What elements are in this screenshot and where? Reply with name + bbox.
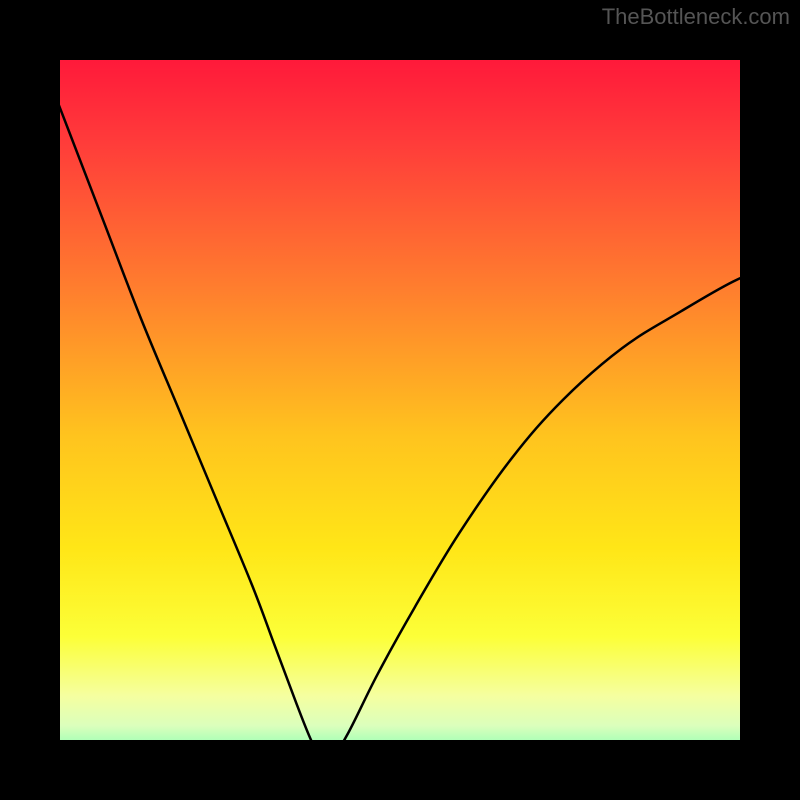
plot-background	[30, 30, 770, 770]
watermark-text: TheBottleneck.com	[602, 4, 790, 30]
chart-container: TheBottleneck.com	[0, 0, 800, 800]
bottleneck-chart	[0, 0, 800, 800]
